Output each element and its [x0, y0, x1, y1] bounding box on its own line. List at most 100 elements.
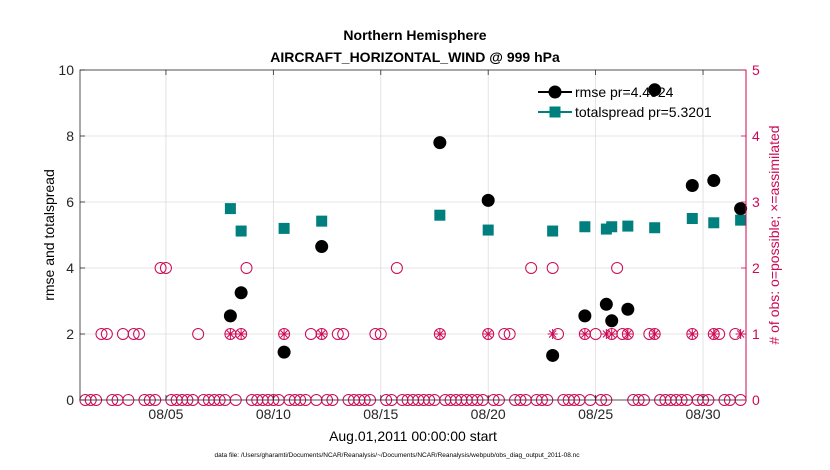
rmse-point: [234, 286, 248, 300]
rmse-point: [621, 302, 635, 316]
rmse-point: [707, 174, 721, 188]
rmse-point: [605, 314, 619, 328]
totalspread-point: [547, 225, 559, 237]
obs-assimilated-marker: [649, 329, 660, 339]
obs-possible-marker: [589, 328, 602, 340]
legend-rmse-marker: [548, 85, 562, 99]
obs-possible-marker: [648, 328, 661, 340]
obs-possible-marker: [235, 328, 248, 340]
obs-assimilated-marker: [606, 329, 617, 339]
x-tick-label: 08/15: [363, 406, 398, 422]
obs-possible-marker: [686, 328, 699, 340]
totalspread-point: [434, 209, 446, 221]
y-axis-label-right: # of obs: o=possible; ×=assimilated: [766, 125, 782, 344]
rmse-point: [223, 309, 237, 323]
obs-assimilated-marker: [735, 329, 746, 339]
totalspread-point: [606, 221, 618, 233]
obs-possible-marker: [337, 328, 350, 340]
obs-assimilated-marker: [579, 329, 590, 339]
obs-possible-marker: [154, 262, 167, 274]
x-tick-label: 08/25: [578, 406, 613, 422]
obs-possible-marker: [331, 328, 344, 340]
legend-rmse-label: rmse pr=4.4924: [575, 84, 674, 100]
obs-possible-marker: [503, 328, 516, 340]
obs-assimilated-marker: [434, 329, 445, 339]
obs-possible-marker: [369, 328, 382, 340]
x-tick-label: 08/10: [256, 406, 291, 422]
obs-possible-marker: [433, 328, 446, 340]
data-file-footer: data file: /Users/gharamti/Documents/NCA…: [215, 452, 581, 459]
x-axis-label: Aug.01,2011 00:00:00 start: [329, 428, 497, 444]
totalspread-point: [735, 214, 747, 226]
obs-possible-marker: [546, 262, 559, 274]
obs-possible-marker: [621, 328, 634, 340]
obs-possible-marker: [133, 328, 146, 340]
obs-assimilated-marker: [225, 329, 236, 339]
x-tick-label: 08/20: [471, 406, 506, 422]
rmse-point: [315, 240, 329, 254]
rmse-point: [734, 202, 748, 216]
y-tick-label-right: 3: [752, 194, 760, 210]
legend-totalspread-marker: [549, 106, 561, 118]
obs-possible-marker: [95, 328, 108, 340]
rmse-point: [481, 193, 495, 207]
chart-title: Northern Hemisphere: [343, 27, 486, 43]
y-tick-label: 6: [66, 194, 74, 210]
totalspread-point: [649, 222, 661, 234]
y-tick-label-right: 4: [752, 128, 760, 144]
obs-assimilated-marker: [687, 329, 698, 339]
legend-totalspread-label: totalspread pr=5.3201: [575, 104, 712, 120]
y-tick-label: 4: [66, 260, 74, 276]
obs-possible-marker: [192, 328, 205, 340]
obs-assimilated-marker: [483, 329, 494, 339]
x-tick-label: 08/30: [686, 406, 721, 422]
rmse-point: [277, 345, 291, 359]
legend: rmse pr=4.4924 totalspread pr=5.3201: [538, 84, 712, 120]
rmse-point: [648, 83, 662, 97]
totalspread-point: [316, 215, 328, 227]
totalspread-point: [235, 225, 247, 237]
y-tick-label: 10: [58, 62, 74, 78]
obs-possible-marker: [159, 262, 172, 274]
y-tick-label-right: 2: [752, 260, 760, 276]
totalspread-point: [686, 213, 698, 224]
data-series: [223, 83, 748, 362]
obs-possible-marker: [525, 262, 538, 274]
obs-assimilated-marker: [622, 329, 633, 339]
totalspread-point: [482, 224, 494, 236]
y-tick-label-right: 1: [752, 326, 760, 342]
totalspread-point: [622, 220, 634, 232]
rmse-point: [546, 348, 560, 362]
totalspread-point: [708, 217, 720, 229]
rmse-point: [685, 179, 699, 192]
obs-assimilated-marker: [316, 329, 327, 339]
chart-subtitle: AIRCRAFT_HORIZONTAL_WIND @ 999 hPa: [270, 49, 560, 65]
rmse-point: [433, 136, 447, 150]
obs-assimilated-marker: [547, 329, 558, 339]
obs-possible-marker: [611, 262, 624, 274]
y-tick-label: 2: [66, 326, 74, 342]
obs-possible-marker: [374, 328, 387, 340]
rmse-point: [578, 309, 592, 323]
totalspread-point: [278, 222, 290, 234]
y-axis-label: rmse and totalspread: [41, 169, 57, 301]
obs-possible-marker: [315, 328, 328, 340]
obs-possible-marker: [707, 328, 720, 340]
obs-assimilated-marker: [236, 329, 247, 339]
y-tick-label-right: 0: [752, 392, 760, 408]
y-tick-label: 8: [66, 128, 74, 144]
obs-possible-marker: [390, 262, 403, 274]
axes: 08/05 08/10 08/15 08/20 08/25 08/30 0 2 4 6 8 10 0 1 2…: [58, 62, 760, 422]
y-tick-label-right: 5: [752, 62, 760, 78]
obs-possible-marker: [278, 328, 291, 340]
y-tick-label: 0: [66, 392, 74, 408]
grid: [80, 70, 746, 400]
obs-possible-marker: [127, 328, 140, 340]
totalspread-point: [224, 203, 236, 215]
totalspread-point: [579, 221, 591, 233]
obs-assimilated-marker: [708, 329, 719, 339]
obs-possible-marker: [482, 328, 495, 340]
obs-assimilated-marker: [279, 329, 290, 339]
obs-possible-marker: [498, 328, 511, 340]
